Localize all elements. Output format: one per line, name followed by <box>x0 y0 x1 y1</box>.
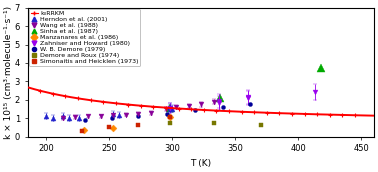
Y-axis label: k × 10¹⁵ (cm³·molecule⁻¹·s⁻¹): k × 10¹⁵ (cm³·molecule⁻¹·s⁻¹) <box>4 6 13 139</box>
X-axis label: T (K): T (K) <box>190 159 211 168</box>
Legend: k₀RRKM, Herndon et al. (2001), Wang et al. (1988), Sinha et al. (1987), Manzanar: k₀RRKM, Herndon et al. (2001), Wang et a… <box>29 9 141 66</box>
